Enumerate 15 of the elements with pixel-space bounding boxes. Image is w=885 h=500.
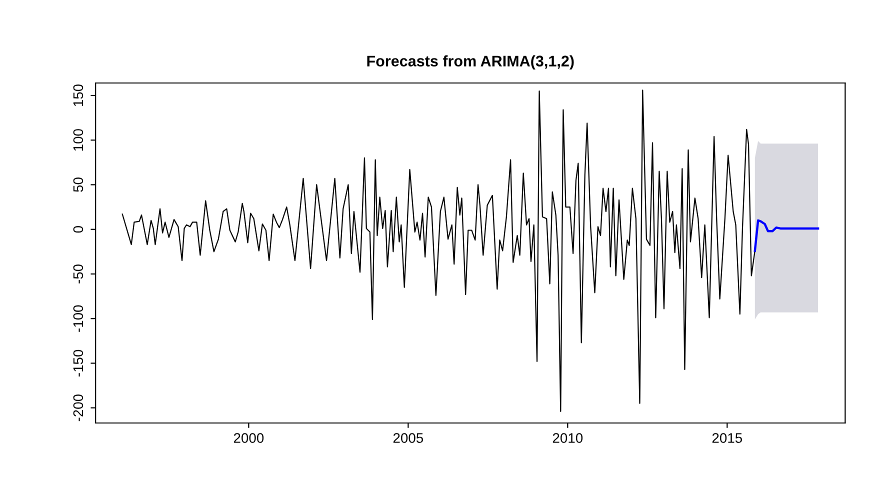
- y-tick-label: 100: [73, 129, 84, 151]
- x-tick-label: 2005: [393, 433, 424, 443]
- x-tick-label: 2010: [552, 433, 583, 443]
- y-tick-label: 0: [73, 226, 84, 233]
- chart-title: Forecasts from ARIMA(3,1,2): [367, 55, 574, 70]
- y-tick-label: -100: [73, 305, 84, 332]
- y-tick-label: 50: [73, 178, 84, 192]
- line-series: [754, 219, 820, 252]
- line-series: [122, 90, 756, 412]
- y-tick-label: -150: [73, 350, 84, 376]
- y-tick-label: 150: [73, 84, 84, 106]
- x-tick-label: 2015: [712, 433, 742, 443]
- x-tick-label: 2000: [234, 433, 264, 443]
- y-tick-label: -200: [73, 394, 84, 422]
- y-tick-label: -50: [73, 264, 84, 284]
